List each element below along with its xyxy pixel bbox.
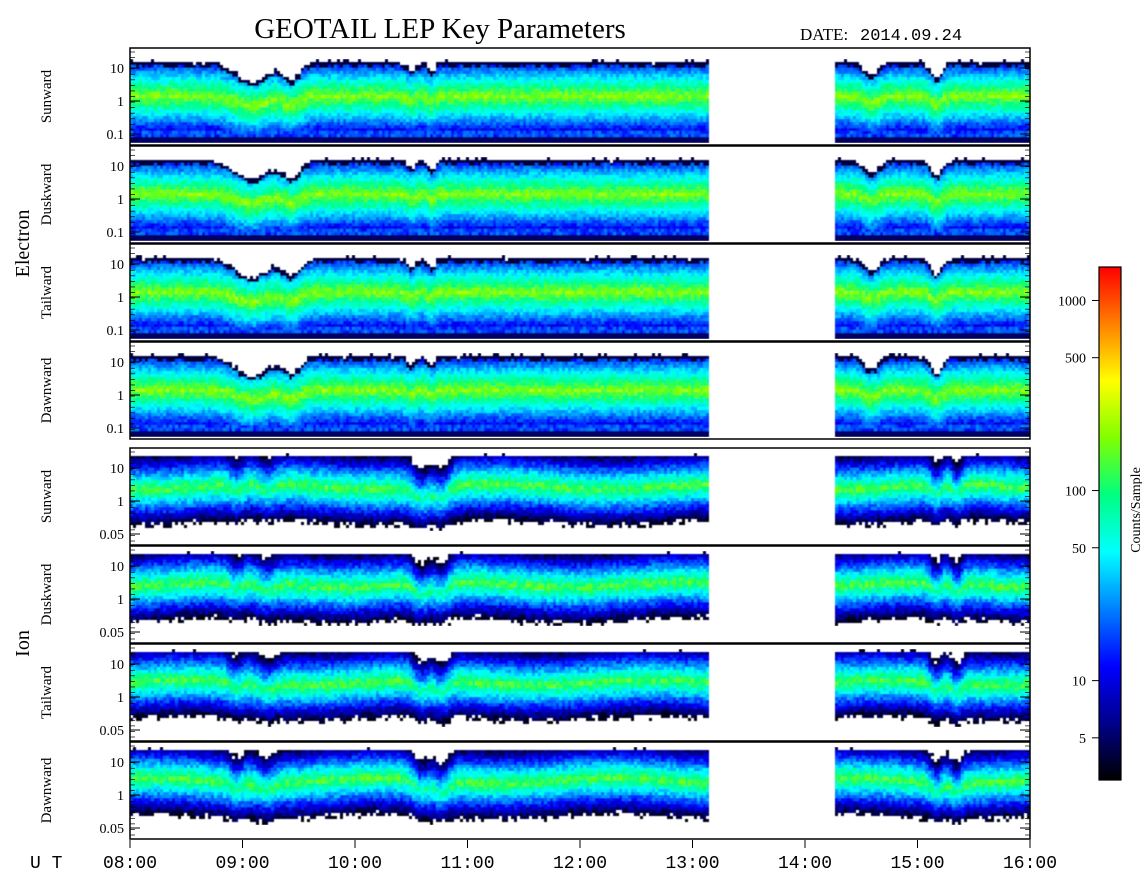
y-tick-label: 0.05 — [100, 528, 125, 543]
y-tick-label: 1 — [117, 495, 124, 510]
colorbar-tick-label: 100 — [1065, 485, 1086, 500]
y-tick-label: 0.05 — [100, 724, 125, 739]
spectrogram — [130, 453, 1030, 531]
colorbar-label: Counts/Sample — [1129, 467, 1142, 553]
colorbar-tick-label: 5 — [1079, 732, 1086, 747]
y-tick-label: 10 — [110, 62, 124, 77]
colorbar-ticks: 1000 500 100 50 10 5 — [1058, 294, 1099, 747]
y-tick-label: 1 — [117, 691, 124, 706]
direction-label: Dawnward — [39, 357, 55, 423]
colorbar-tick-label: 10 — [1072, 675, 1086, 690]
direction-label: Dawnward — [39, 757, 55, 823]
direction-label: Tailward — [39, 665, 55, 719]
y-tick-label: 10 — [110, 462, 124, 477]
group-label-electron: Electron — [12, 210, 34, 278]
y-tick-label: 10 — [110, 258, 124, 273]
y-tick-label: 0.1 — [107, 324, 125, 339]
panel-electron-duskward: 10 1 0.1 Duskward — [39, 145, 1031, 244]
direction-label: Sunward — [39, 69, 55, 123]
y-tick-label: 1 — [117, 789, 124, 804]
date-value: 2014.09.24 — [860, 27, 962, 46]
panels: 10 1 0.1 Sunward 10 1 0.1 Duskward 10 1 0.1 Tailwar… — [39, 47, 1031, 840]
y-tick-label: 10 — [110, 560, 124, 575]
spectrogram — [130, 649, 1030, 727]
y-tick-label: 1 — [117, 389, 124, 404]
x-tick-label: 08:00 — [103, 854, 157, 874]
y-tick-label: 0.1 — [107, 128, 125, 143]
y-tick-label: 1 — [117, 193, 124, 208]
y-tick-label: 0.05 — [100, 626, 125, 641]
y-tick-label: 1 — [117, 95, 124, 110]
direction-label: Duskward — [39, 163, 55, 225]
colorbar-tick-label: 1000 — [1058, 294, 1086, 309]
spectrogram — [130, 255, 1030, 339]
x-tick-label: 12:00 — [553, 854, 607, 874]
time-axis: U T 08:00 09:00 10:00 11:00 12:00 13:00 14:00 15… — [30, 840, 1057, 874]
spectrogram — [130, 157, 1030, 241]
y-tick-label: 10 — [110, 658, 124, 673]
colorbar-gradient — [1098, 266, 1122, 781]
y-tick-label: 10 — [110, 160, 124, 175]
x-tick-label: 14:00 — [778, 854, 832, 874]
x-tick-label: 09:00 — [215, 854, 269, 874]
y-tick-label: 0.05 — [100, 822, 125, 837]
spectrogram — [130, 353, 1030, 437]
direction-label: Sunward — [39, 469, 55, 523]
spectrogram — [130, 59, 1030, 143]
colorbar-tick-label: 50 — [1072, 542, 1086, 557]
y-tick-label: 10 — [110, 756, 124, 771]
panel-ion-sunward: 10 1 0.05 Sunward — [39, 447, 1031, 546]
spectrogram — [130, 747, 1030, 825]
ut-label: U T — [30, 854, 63, 874]
y-tick-label: 0.1 — [107, 226, 125, 241]
panel-electron-tailward: 10 1 0.1 Tailward — [39, 243, 1031, 342]
plot-title: GEOTAIL LEP Key Parameters — [254, 13, 626, 45]
x-tick-label: 16:00 — [1003, 854, 1057, 874]
colorbar-tick-label: 500 — [1065, 352, 1086, 367]
panel-electron-dawnward: 10 1 0.1 Dawnward — [39, 341, 1031, 440]
y-tick-label: 0.1 — [107, 422, 125, 437]
group-labels: Electron Ion — [12, 210, 34, 657]
panel-ion-duskward: 10 1 0.05 Duskward — [39, 545, 1031, 644]
direction-label: Tailward — [39, 265, 55, 319]
x-tick-label: 15:00 — [890, 854, 944, 874]
y-tick-label: 1 — [117, 291, 124, 306]
x-tick-label: 11:00 — [440, 854, 494, 874]
y-tick-label: 10 — [110, 356, 124, 371]
x-tick-label: 10:00 — [328, 854, 382, 874]
panel-ion-dawnward: 10 1 0.05 Dawnward — [39, 741, 1031, 840]
x-tick-label: 13:00 — [665, 854, 719, 874]
panel-ion-tailward: 10 1 0.05 Tailward — [39, 643, 1031, 742]
group-label-ion: Ion — [12, 630, 34, 657]
date-label: DATE: — [800, 25, 848, 44]
spectrogram — [130, 551, 1030, 626]
direction-label: Duskward — [39, 563, 55, 625]
panel-electron-sunward: 10 1 0.1 Sunward — [39, 47, 1031, 146]
colorbar: 1000 500 100 50 10 5 Counts/Sample — [1058, 266, 1142, 781]
y-tick-label: 1 — [117, 593, 124, 608]
